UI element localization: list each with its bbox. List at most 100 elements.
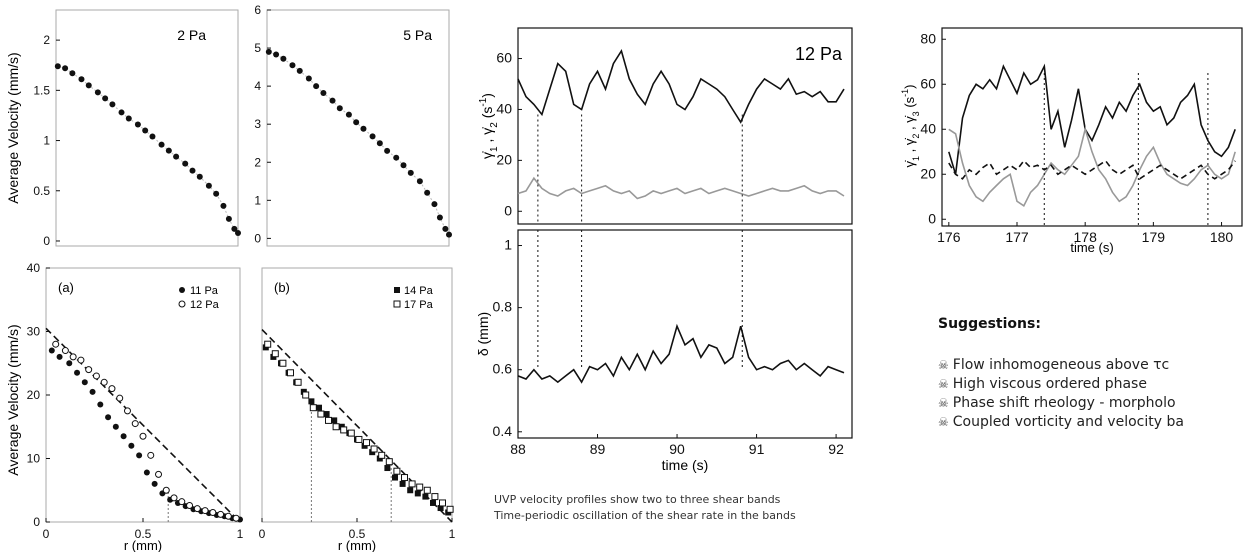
data-point xyxy=(213,190,220,197)
data-point xyxy=(408,480,416,488)
data-point xyxy=(100,378,108,386)
data-point xyxy=(128,442,135,449)
x-tick-label: 88 xyxy=(510,441,526,457)
frame-5pa xyxy=(266,9,450,247)
data-point xyxy=(355,435,363,443)
fit-line xyxy=(268,51,450,235)
x-tick-label: 177 xyxy=(1005,229,1029,245)
data-point xyxy=(69,70,76,77)
data-point xyxy=(89,388,96,395)
data-point xyxy=(85,366,93,374)
data-point xyxy=(173,153,180,160)
data-point xyxy=(81,379,88,386)
data-point xyxy=(376,140,383,147)
y-tick-label: 0 xyxy=(254,231,261,245)
data-point xyxy=(165,147,172,154)
series-line xyxy=(948,126,1236,207)
y-tick-label: 2 xyxy=(254,155,261,169)
series-line xyxy=(948,159,1236,180)
data-point xyxy=(102,95,109,102)
legend-label-14pa: 14 Pa xyxy=(404,285,434,297)
data-point xyxy=(353,119,360,126)
data-point xyxy=(69,353,77,361)
xlabel-r-a: r (mm) xyxy=(124,538,162,552)
data-point xyxy=(442,225,449,232)
data-point xyxy=(201,507,209,515)
y-tick-label: 5 xyxy=(254,41,261,55)
y-tick-label: 10 xyxy=(27,452,41,466)
y-tick-label: 1 xyxy=(254,193,261,207)
panel-label-b: (b) xyxy=(274,280,290,295)
data-point xyxy=(370,445,378,453)
series-line xyxy=(948,63,1236,175)
data-point xyxy=(52,340,60,348)
y-tick-label: 20 xyxy=(920,165,936,181)
data-point xyxy=(392,474,398,481)
x-tick-label: 1 xyxy=(237,527,244,541)
panel-label-12pa: 12 Pa xyxy=(795,44,843,64)
data-point xyxy=(308,398,315,405)
data-point xyxy=(205,182,212,189)
suggestion-item-4: ☠ Coupled vorticity and velocity ba xyxy=(938,413,1252,432)
panel-label-5pa: 5 Pa xyxy=(403,27,432,43)
svg-text:γ̇1 , γ̇2 (s-1): γ̇1 , γ̇2 (s-1) xyxy=(478,93,500,159)
y-tick-label: 0.8 xyxy=(493,299,513,315)
data-point xyxy=(209,508,217,516)
y-tick-label: 20 xyxy=(27,388,41,402)
xlabel-time-right: time (s) xyxy=(1070,240,1113,255)
caption-line-1: UVP velocity profiles show two to three … xyxy=(494,493,781,506)
y-tick-label: 1 xyxy=(43,134,50,148)
reference-line xyxy=(261,329,453,523)
suggestion-item-1: ☠ Flow inhomogeneous above τc xyxy=(938,356,1252,375)
data-point xyxy=(147,451,155,459)
data-point xyxy=(118,109,125,116)
skull-icon: ☠ xyxy=(938,415,949,429)
ylabel-avg-velocity-bottom: Average Velocity (mm/s) xyxy=(5,324,21,475)
legend-label-11pa: 11 Pa xyxy=(190,285,219,297)
data-point xyxy=(158,141,165,148)
x-tick-label: 0.5 xyxy=(349,527,366,541)
data-point xyxy=(78,76,85,83)
x-tick-label: 1 xyxy=(449,527,456,541)
ylabel-shear-rate-right: γ̇1 , γ̇2 , γ̇3 (s-1) xyxy=(900,84,921,167)
data-point xyxy=(196,173,203,180)
data-point xyxy=(423,486,431,494)
data-point xyxy=(331,417,338,424)
y-tick-label: 40 xyxy=(27,261,41,275)
data-point xyxy=(431,201,438,208)
suggestions-list: ☠ Flow inhomogeneous above τc ☠ High visco… xyxy=(938,356,1252,432)
data-point xyxy=(151,480,158,487)
x-tick-label: 176 xyxy=(937,229,961,245)
data-point xyxy=(131,420,139,428)
data-point xyxy=(446,505,454,513)
data-point xyxy=(134,121,141,128)
data-point xyxy=(424,189,431,196)
data-point xyxy=(56,353,63,360)
data-point xyxy=(271,350,279,358)
data-point xyxy=(105,414,112,421)
data-point xyxy=(347,429,355,437)
y-tick-label: 80 xyxy=(920,30,936,46)
data-point xyxy=(220,202,227,209)
series-line xyxy=(517,176,845,200)
data-point xyxy=(235,229,241,236)
legend-label-12pa: 12 Pa xyxy=(190,299,220,311)
data-point xyxy=(436,214,443,221)
data-point xyxy=(320,89,327,96)
data-point xyxy=(125,115,132,122)
data-point xyxy=(66,360,73,367)
legend-marker-12pa xyxy=(178,300,186,308)
x-tick-label: 178 xyxy=(1074,229,1098,245)
legend-marker-11pa xyxy=(179,287,185,293)
data-point xyxy=(108,385,116,393)
x-tick-label: 92 xyxy=(828,441,844,457)
data-point xyxy=(378,451,386,459)
data-point xyxy=(430,499,436,506)
data-point xyxy=(186,501,194,509)
legend-label-17pa: 17 Pa xyxy=(404,299,434,311)
data-point xyxy=(142,127,149,134)
data-point xyxy=(360,125,367,132)
data-point xyxy=(332,423,340,431)
